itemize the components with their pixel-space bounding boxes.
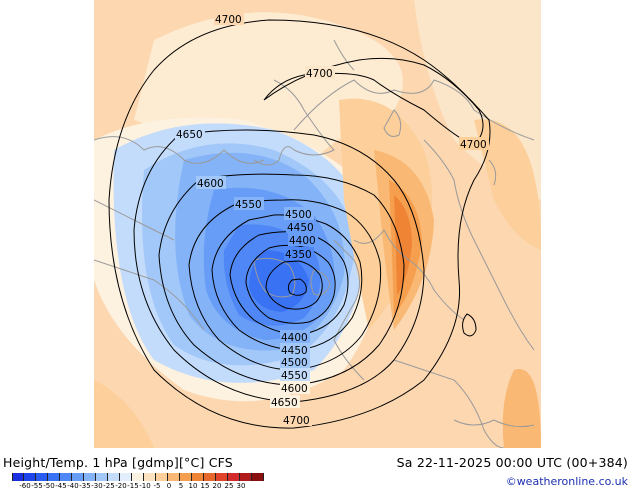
contour-labels: 4700 4700 4700 4650 4600 4550 4500 4450 … <box>175 12 489 427</box>
contour-label: 4350 <box>285 249 312 261</box>
colorbar-label: -35 <box>79 482 91 490</box>
contour-label: 4700 <box>283 415 310 427</box>
contour-label: 4400 <box>281 332 308 344</box>
temperature-field <box>94 0 541 448</box>
colorbar-label: 5 <box>178 482 184 490</box>
contour-4700-east <box>462 313 477 337</box>
contour-label: 4700 <box>306 68 333 80</box>
contour-label: 4450 <box>281 345 308 357</box>
colorbar-label: -25 <box>103 482 115 490</box>
contour-4650 <box>133 129 425 403</box>
height-contours <box>108 19 491 429</box>
colorbar-swatch <box>12 473 24 481</box>
colorbar-swatch <box>144 473 156 481</box>
colorbar-label: -20 <box>115 482 127 490</box>
forecast-time: Sa 22-11-2025 00:00 UTC (00+384) <box>396 455 628 470</box>
colorbar-swatch <box>204 473 216 481</box>
colorbar-label: -50 <box>43 482 55 490</box>
colorbar-label: 0 <box>166 482 172 490</box>
contour-label: 4650 <box>176 129 203 141</box>
colorbar-swatch <box>84 473 96 481</box>
coastlines <box>94 39 535 448</box>
colorbar-label: -5 <box>153 482 161 490</box>
map-panel: 4700 4700 4700 4650 4600 4550 4500 4450 … <box>94 0 541 448</box>
colorbar-labels: -60 -55 -50 -45 -40 -35 -30 -25 -20 -15 -10 -5 0 5 10 1… <box>0 482 400 491</box>
colorbar-swatch <box>96 473 108 481</box>
contour-label: 4550 <box>281 370 308 382</box>
colorbar-label: 25 <box>224 482 234 490</box>
colorbar-label: -30 <box>91 482 103 490</box>
colorbar-label: 20 <box>212 482 222 490</box>
colorbar-label: -40 <box>67 482 79 490</box>
colorbar-label: -45 <box>55 482 67 490</box>
colorbar-swatch <box>228 473 240 481</box>
contour-4550 <box>188 199 382 371</box>
colorbar-swatch <box>216 473 228 481</box>
colorbar-swatch <box>120 473 132 481</box>
colorbar-label: 30 <box>236 482 246 490</box>
colorbar-label: 10 <box>188 482 198 490</box>
colorbar-label: -55 <box>31 482 43 490</box>
contour-4400 <box>245 244 336 324</box>
weather-map: 4700 4700 4700 4650 4600 4550 4500 4450 … <box>94 0 541 448</box>
contour-label: 4700 <box>215 14 242 26</box>
colorbar-swatch <box>132 473 144 481</box>
colorbar-swatch <box>252 473 264 481</box>
contour-label: 4600 <box>281 383 308 395</box>
contour-4350 <box>265 260 323 310</box>
copyright-link[interactable]: ©weatheronline.co.uk <box>505 475 628 488</box>
contour-label: 4600 <box>197 178 224 190</box>
contour-label: 4700 <box>460 139 487 151</box>
map-title: Height/Temp. 1 hPa [gdmp][°C] CFS <box>3 455 233 470</box>
contour-4500 <box>211 214 363 351</box>
colorbar-swatch <box>180 473 192 481</box>
colorbar-swatch <box>156 473 168 481</box>
colorbar-swatch <box>36 473 48 481</box>
colorbar-swatch <box>168 473 180 481</box>
footer <box>0 448 634 490</box>
contour-4300 <box>287 278 307 296</box>
contour-label: 4500 <box>281 357 308 369</box>
colorbar-swatch <box>108 473 120 481</box>
contour-label: 4650 <box>271 397 298 409</box>
colorbar-swatch <box>24 473 36 481</box>
contour-label: 4500 <box>285 209 312 221</box>
colorbar-swatch <box>60 473 72 481</box>
colorbar <box>12 473 264 481</box>
contour-label: 4550 <box>235 199 262 211</box>
colorbar-swatch <box>72 473 84 481</box>
colorbar-label: -10 <box>139 482 151 490</box>
colorbar-label: -60 <box>19 482 31 490</box>
colorbar-label: 15 <box>200 482 210 490</box>
contour-label: 4450 <box>287 222 314 234</box>
colorbar-label: -15 <box>127 482 139 490</box>
colorbar-swatch <box>192 473 204 481</box>
contour-label: 4400 <box>289 235 316 247</box>
colorbar-swatch <box>48 473 60 481</box>
colorbar-swatch <box>240 473 252 481</box>
contour-4600 <box>158 173 405 386</box>
